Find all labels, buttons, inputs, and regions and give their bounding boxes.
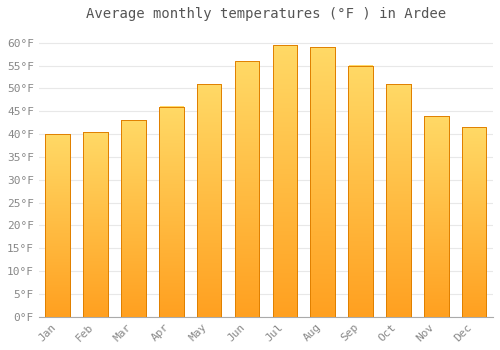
Title: Average monthly temperatures (°F ) in Ardee: Average monthly temperatures (°F ) in Ar… bbox=[86, 7, 446, 21]
Bar bbox=[121, 120, 146, 317]
Bar bbox=[159, 107, 184, 317]
Bar bbox=[310, 47, 335, 317]
Bar bbox=[84, 132, 108, 317]
Bar bbox=[121, 120, 146, 317]
Bar bbox=[197, 84, 222, 317]
Bar bbox=[386, 84, 410, 317]
Bar bbox=[424, 116, 448, 317]
Bar bbox=[46, 134, 70, 317]
Bar bbox=[84, 132, 108, 317]
Bar bbox=[197, 84, 222, 317]
Bar bbox=[462, 127, 486, 317]
Bar bbox=[386, 84, 410, 317]
Bar bbox=[348, 65, 373, 317]
Bar bbox=[462, 127, 486, 317]
Bar bbox=[46, 134, 70, 317]
Bar bbox=[272, 45, 297, 317]
Bar bbox=[310, 47, 335, 317]
Bar bbox=[159, 107, 184, 317]
Bar bbox=[272, 45, 297, 317]
Bar bbox=[234, 61, 260, 317]
Bar bbox=[424, 116, 448, 317]
Bar bbox=[348, 65, 373, 317]
Bar bbox=[234, 61, 260, 317]
